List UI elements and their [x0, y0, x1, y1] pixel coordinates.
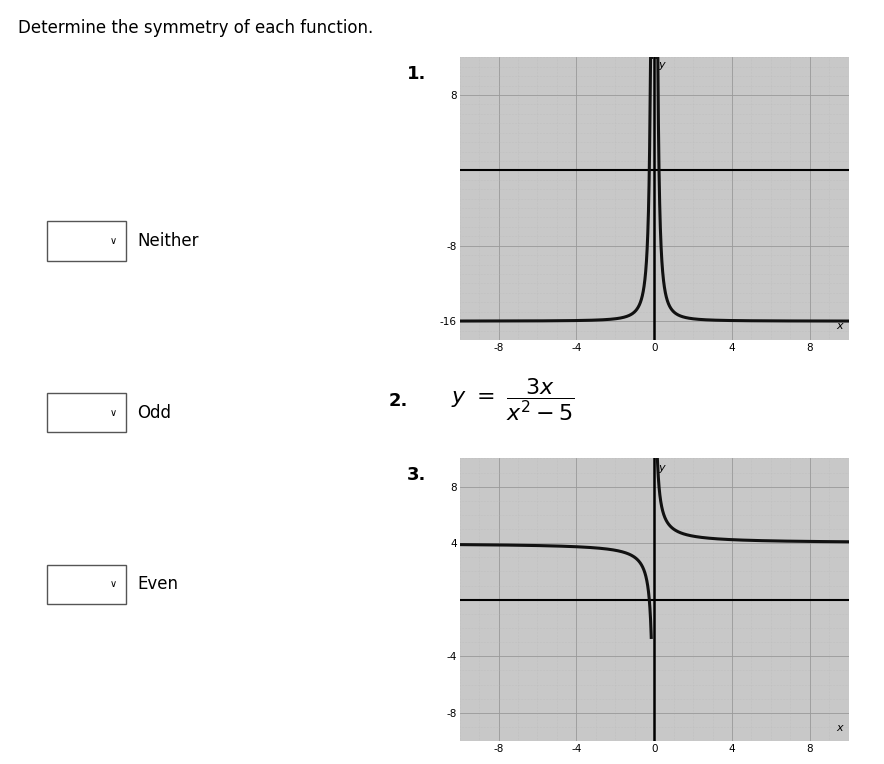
Text: 1.: 1.: [407, 65, 426, 83]
Text: x: x: [836, 322, 842, 332]
Text: y: y: [658, 60, 665, 70]
Text: Even: Even: [137, 575, 178, 594]
Text: 2.: 2.: [389, 392, 408, 410]
Text: Neither: Neither: [137, 231, 199, 250]
Text: x: x: [836, 723, 842, 733]
Text: ∨: ∨: [110, 579, 117, 590]
Text: Odd: Odd: [137, 403, 171, 422]
Text: ∨: ∨: [110, 235, 117, 246]
Text: ∨: ∨: [110, 407, 117, 418]
Text: $y\ =\ \dfrac{3x}{x^2-5}$: $y\ =\ \dfrac{3x}{x^2-5}$: [451, 377, 575, 422]
Text: Determine the symmetry of each function.: Determine the symmetry of each function.: [18, 19, 373, 37]
Text: 3.: 3.: [407, 466, 426, 484]
Text: y: y: [658, 463, 665, 473]
